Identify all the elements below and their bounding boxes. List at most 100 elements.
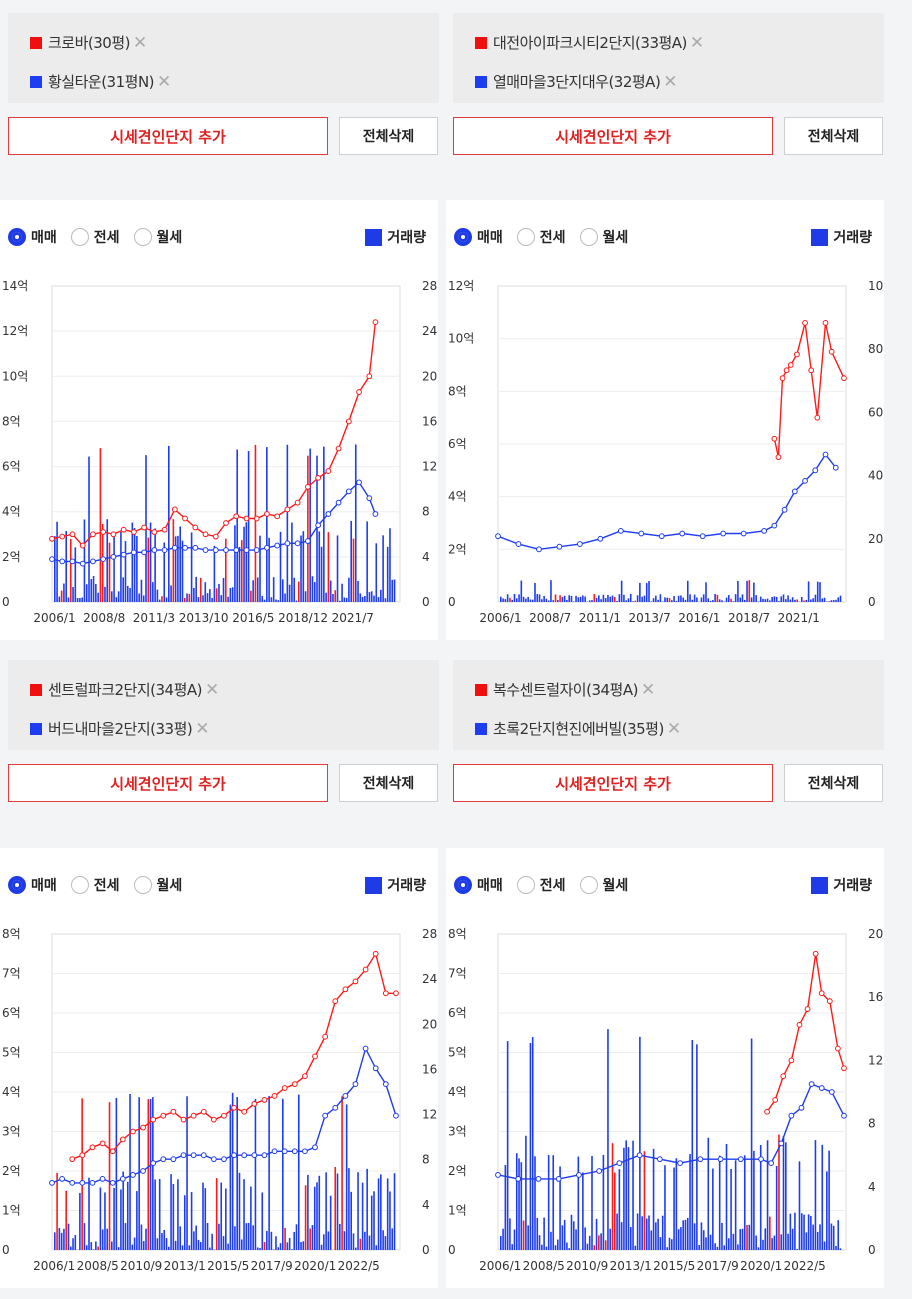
data-point[interactable] <box>253 547 260 553</box>
data-point[interactable] <box>160 1156 167 1163</box>
remove-icon[interactable]: ✕ <box>640 680 655 700</box>
data-point[interactable] <box>597 535 604 542</box>
data-point[interactable] <box>294 499 301 506</box>
data-point[interactable] <box>231 1104 237 1111</box>
data-point[interactable] <box>281 1085 288 1091</box>
data-point[interactable] <box>90 531 96 538</box>
data-point[interactable] <box>49 1179 55 1186</box>
checkbox-icon[interactable] <box>811 228 829 246</box>
data-point[interactable] <box>758 1156 764 1163</box>
data-point[interactable] <box>342 1093 349 1099</box>
data-point[interactable] <box>345 418 352 425</box>
data-point[interactable] <box>59 533 66 540</box>
data-point[interactable] <box>100 529 107 535</box>
delete-all-button[interactable]: 전체삭제 <box>339 764 438 802</box>
data-point[interactable] <box>202 531 209 538</box>
data-point[interactable] <box>393 990 399 997</box>
data-point[interactable] <box>253 515 260 522</box>
radio-monthly[interactable] <box>579 228 598 246</box>
remove-icon[interactable]: ✕ <box>205 680 219 700</box>
data-point[interactable] <box>841 1112 847 1119</box>
data-point[interactable] <box>294 540 301 547</box>
data-point[interactable] <box>221 1156 227 1163</box>
data-point[interactable] <box>251 1152 258 1159</box>
radio-jeonse[interactable] <box>70 876 89 894</box>
radio-monthly[interactable] <box>133 876 152 894</box>
data-point[interactable] <box>69 558 76 565</box>
data-point[interactable] <box>130 549 137 556</box>
data-point[interactable] <box>291 1148 298 1155</box>
data-point[interactable] <box>812 950 819 957</box>
data-point[interactable] <box>796 1021 803 1028</box>
data-point[interactable] <box>772 1097 779 1103</box>
data-point[interactable] <box>241 1152 248 1159</box>
data-point[interactable] <box>130 1172 136 1178</box>
data-point[interactable] <box>366 373 373 380</box>
data-point[interactable] <box>393 1112 399 1119</box>
data-point[interactable] <box>362 1045 369 1052</box>
data-point[interactable] <box>362 966 369 973</box>
data-point[interactable] <box>69 1156 76 1163</box>
data-point[interactable] <box>372 1065 379 1072</box>
data-point[interactable] <box>271 1148 278 1155</box>
remove-icon[interactable]: ✕ <box>689 33 704 53</box>
data-point[interactable] <box>151 529 158 535</box>
radio-sale[interactable] <box>454 228 472 246</box>
data-point[interactable] <box>69 531 76 538</box>
data-point[interactable] <box>110 553 117 560</box>
data-point[interactable] <box>616 1160 623 1167</box>
data-point[interactable] <box>658 533 665 540</box>
data-point[interactable] <box>596 1168 603 1174</box>
data-point[interactable] <box>812 467 819 474</box>
data-point[interactable] <box>281 1148 288 1155</box>
data-point[interactable] <box>764 1108 770 1115</box>
data-point[interactable] <box>192 524 199 531</box>
data-point[interactable] <box>100 556 107 563</box>
data-point[interactable] <box>233 513 240 520</box>
data-point[interactable] <box>150 1116 157 1123</box>
data-point[interactable] <box>243 547 250 553</box>
checkbox-icon[interactable] <box>811 876 829 894</box>
data-point[interactable] <box>264 511 270 517</box>
data-point[interactable] <box>775 454 782 461</box>
data-point[interactable] <box>180 1152 187 1159</box>
data-point[interactable] <box>151 547 158 553</box>
data-point[interactable] <box>335 445 342 452</box>
data-point[interactable] <box>779 375 786 382</box>
data-point[interactable] <box>141 524 148 531</box>
data-point[interactable] <box>322 1112 329 1119</box>
data-point[interactable] <box>804 1006 811 1012</box>
data-point[interactable] <box>576 1172 582 1178</box>
data-point[interactable] <box>90 558 96 565</box>
delete-all-button[interactable]: 전체삭제 <box>784 764 883 802</box>
data-point[interactable] <box>802 319 808 326</box>
volume-toggle[interactable]: 거래량 <box>811 875 872 895</box>
data-point[interactable] <box>828 1089 835 1095</box>
data-point[interactable] <box>109 1179 116 1186</box>
data-point[interactable] <box>841 375 847 382</box>
data-point[interactable] <box>120 551 127 558</box>
data-point[interactable] <box>352 1081 359 1088</box>
data-point[interactable] <box>212 547 219 553</box>
data-point[interactable] <box>274 513 281 520</box>
data-point[interactable] <box>697 1156 704 1163</box>
data-point[interactable] <box>352 978 359 985</box>
data-point[interactable] <box>791 488 798 495</box>
add-complex-button[interactable]: 시세견인단지 추가 <box>453 764 773 802</box>
data-point[interactable] <box>161 526 168 533</box>
data-point[interactable] <box>200 1152 207 1159</box>
radio-jeonse[interactable] <box>70 228 89 246</box>
data-point[interactable] <box>141 549 148 556</box>
add-complex-button[interactable]: 시세견인단지 추가 <box>8 764 328 802</box>
data-point[interactable] <box>241 1108 248 1115</box>
data-point[interactable] <box>828 348 835 355</box>
data-point[interactable] <box>793 351 800 358</box>
data-point[interactable] <box>808 1081 815 1088</box>
volume-toggle[interactable]: 거래량 <box>811 227 872 247</box>
data-point[interactable] <box>677 1160 683 1167</box>
checkbox-icon[interactable] <box>365 228 383 246</box>
data-point[interactable] <box>251 1100 258 1107</box>
data-point[interactable] <box>119 1176 126 1182</box>
data-point[interactable] <box>556 543 563 550</box>
data-point[interactable] <box>761 528 768 534</box>
